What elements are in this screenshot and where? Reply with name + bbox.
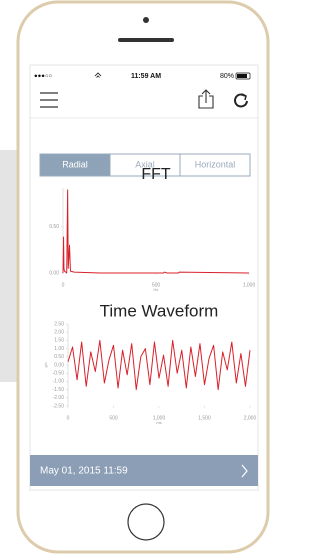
x-tick-label: 500 bbox=[109, 415, 118, 421]
x-axis-label: ms bbox=[156, 420, 161, 425]
camera bbox=[143, 17, 149, 23]
phone-mockup: ●●●○○ 11:59 AM 80% Radial Axial Horizont… bbox=[0, 0, 276, 554]
y-tick-label: 0.50 bbox=[49, 224, 59, 230]
tab-label: Radial bbox=[62, 159, 88, 169]
date-bar[interactable]: May 01, 2015 11:59 bbox=[30, 455, 258, 486]
y-tick-label: 1.50 bbox=[54, 338, 64, 344]
y-tick-label: -1.00 bbox=[53, 379, 65, 385]
y-tick-label: -2.00 bbox=[53, 395, 65, 401]
tab-label: Horizontal bbox=[195, 159, 236, 169]
chart-title: Time Waveform bbox=[100, 301, 219, 320]
y-tick-label: -1.50 bbox=[53, 387, 65, 393]
signal: ●●●○○ bbox=[34, 74, 52, 80]
y-tick-label: 0.00 bbox=[54, 362, 64, 368]
speaker bbox=[118, 38, 174, 42]
chart-title: FFT bbox=[141, 166, 171, 183]
page: { "status_bar": {"signal": "●●●○○", "tim… bbox=[0, 0, 276, 554]
x-tick-label: 0 bbox=[62, 282, 65, 288]
date-label: May 01, 2015 11:59 bbox=[40, 466, 128, 477]
x-tick-label: 2,000 bbox=[244, 415, 257, 421]
y-tick-label: -0.50 bbox=[53, 371, 65, 377]
y-tick-label: 1.00 bbox=[54, 346, 64, 352]
y-tick-label: -2.50 bbox=[53, 403, 65, 409]
x-tick-label: 0 bbox=[67, 415, 70, 421]
clock: 11:59 AM bbox=[131, 73, 161, 80]
x-axis-label: Hz bbox=[154, 287, 159, 292]
battery-fill bbox=[237, 74, 247, 78]
screen bbox=[30, 65, 258, 490]
y-tick-label: 0.50 bbox=[54, 354, 64, 360]
battery-level: 80% bbox=[220, 73, 234, 80]
y-tick-label: 2.50 bbox=[54, 321, 64, 327]
x-tick-label: 1,500 bbox=[198, 415, 211, 421]
y-axis-label: g's bbox=[43, 363, 48, 368]
y-tick-label: 2.00 bbox=[54, 330, 64, 336]
y-tick-label: 0.00 bbox=[49, 270, 59, 276]
x-tick-label: 1,000 bbox=[243, 282, 256, 288]
